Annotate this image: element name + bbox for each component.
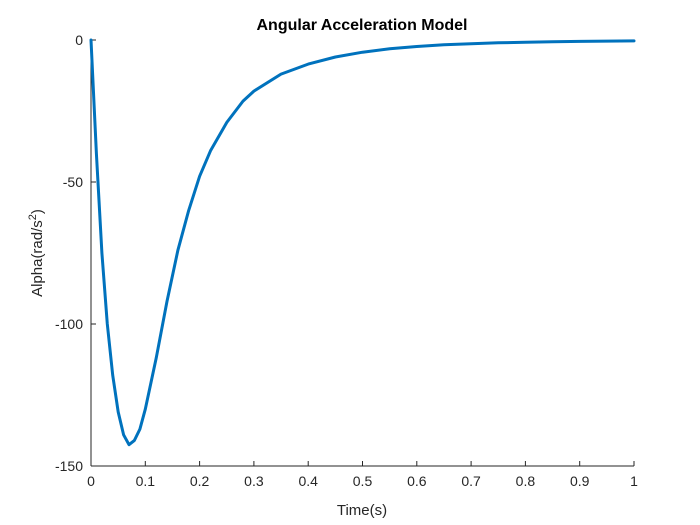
y-axis-label: Alpha(rad/s2) xyxy=(27,209,46,297)
y-axis-label-suffix: ) xyxy=(29,209,46,214)
x-tick-label: 0.1 xyxy=(136,473,156,489)
y-axis-label-main: Alpha(rad/s xyxy=(29,220,46,297)
x-tick-label: 0.9 xyxy=(570,473,590,489)
x-tick-label: 0.3 xyxy=(244,473,264,489)
y-axis-label-superscript: 2 xyxy=(27,214,39,220)
y-tick-label: -50 xyxy=(63,174,83,190)
x-tick-label: 0.2 xyxy=(190,473,210,489)
series-line xyxy=(89,38,636,447)
y-tick-label: -100 xyxy=(55,316,83,332)
x-tick-label: 0.7 xyxy=(461,473,481,489)
y-axis-ticks: 0 -50 -100 -150 xyxy=(55,32,96,474)
y-tick-label: 0 xyxy=(75,32,83,48)
x-axis-label: Time(s) xyxy=(337,502,387,519)
x-tick-label: 1 xyxy=(630,473,638,489)
y-tick-label: -150 xyxy=(55,458,83,474)
chart-title: Angular Acceleration Model xyxy=(257,17,468,34)
x-tick-label: 0.5 xyxy=(353,473,373,489)
x-axis-ticks: 0 0.1 0.2 0.3 0.4 0.5 0.6 0.7 0.8 0.9 1 xyxy=(87,461,638,489)
x-tick-label: 0 xyxy=(87,473,95,489)
x-tick-label: 0.4 xyxy=(298,473,318,489)
x-tick-label: 0.6 xyxy=(407,473,427,489)
series-layer xyxy=(89,38,636,447)
x-tick-label: 0.8 xyxy=(516,473,536,489)
